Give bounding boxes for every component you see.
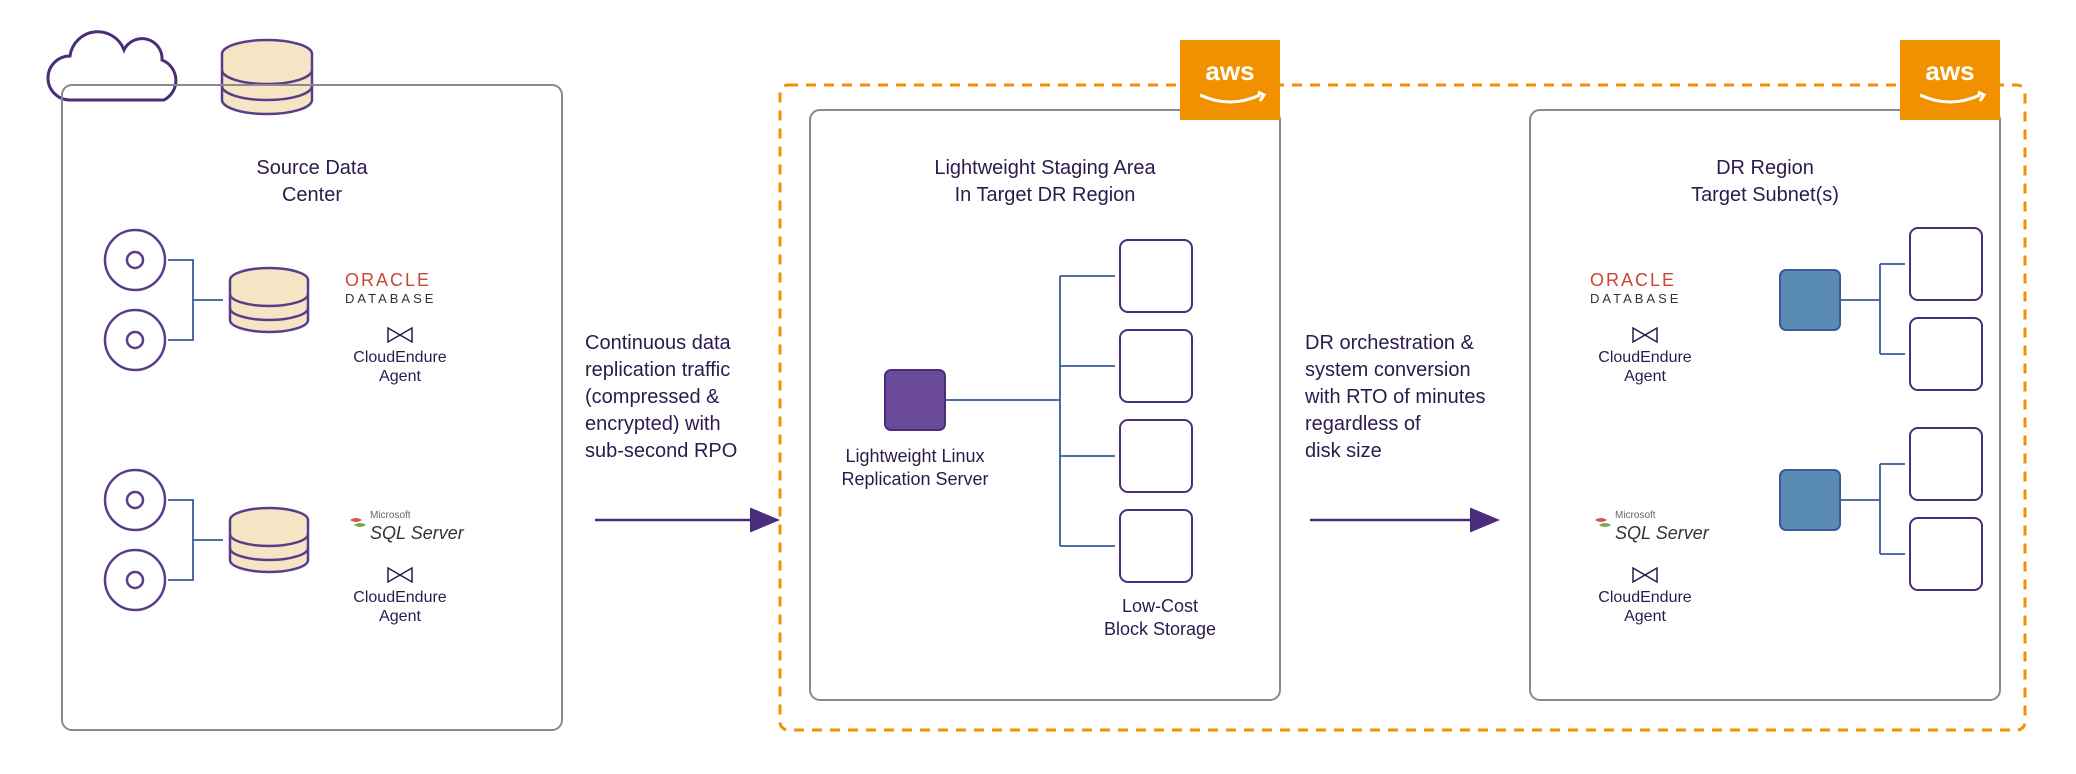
- cloudendure-agent-3: CloudEndure Agent: [1595, 348, 1695, 386]
- database-icon-header: [222, 40, 312, 114]
- oracle-label-dr: ORACLE DATABASE: [1590, 270, 1681, 306]
- oracle-label-source: ORACLE DATABASE: [345, 270, 436, 306]
- arrow1-text: Continuous data replication traffic (com…: [585, 330, 785, 465]
- svg-text:aws: aws: [1925, 56, 1974, 86]
- replication-server-label: Lightweight Linux Replication Server: [820, 445, 1010, 492]
- cloudendure-icon-4: [1633, 568, 1657, 582]
- source-title-l1: Source Data: [256, 157, 367, 179]
- dr-group-oracle: [1780, 228, 1982, 390]
- cloudendure-icon-3: [1633, 328, 1657, 342]
- aws-badge-2: aws: [1900, 40, 2000, 120]
- aws-badge-1: aws: [1180, 40, 1280, 120]
- source-group-oracle: [105, 230, 308, 370]
- source-title: Source Data Center: [62, 155, 562, 209]
- block-storage-label: Low-Cost Block Storage: [1080, 595, 1240, 642]
- diagram-canvas: aws aws: [0, 0, 2076, 774]
- oracle-word: ORACLE: [345, 270, 436, 291]
- source-title-l2: Center: [282, 184, 342, 206]
- svg-text:aws: aws: [1205, 56, 1254, 86]
- source-group-sql: [105, 470, 308, 610]
- staging-title: Lightweight Staging Area In Target DR Re…: [810, 155, 1280, 209]
- arrow2-text: DR orchestration & system conversion wit…: [1305, 330, 1515, 465]
- cloudendure-icon-1: [388, 328, 412, 342]
- cloudendure-agent-4: CloudEndure Agent: [1595, 588, 1695, 626]
- oracle-sub: DATABASE: [345, 291, 436, 306]
- sqlserver-flag-icon-2: [1595, 518, 1611, 527]
- dr-group-sql: [1780, 428, 1982, 590]
- cloudendure-agent-1: CloudEndure Agent: [350, 348, 450, 386]
- cloudendure-agent-2: CloudEndure Agent: [350, 588, 450, 626]
- sql-label-source: Microsoft SQL Server: [370, 505, 464, 544]
- sql-label-dr: Microsoft SQL Server: [1615, 505, 1709, 544]
- staging-contents: [885, 240, 1192, 582]
- dr-title: DR Region Target Subnet(s): [1530, 155, 2000, 209]
- cloud-icon: [48, 32, 176, 100]
- sqlserver-flag-icon-1: [350, 518, 366, 527]
- cloudendure-icon-2: [388, 568, 412, 582]
